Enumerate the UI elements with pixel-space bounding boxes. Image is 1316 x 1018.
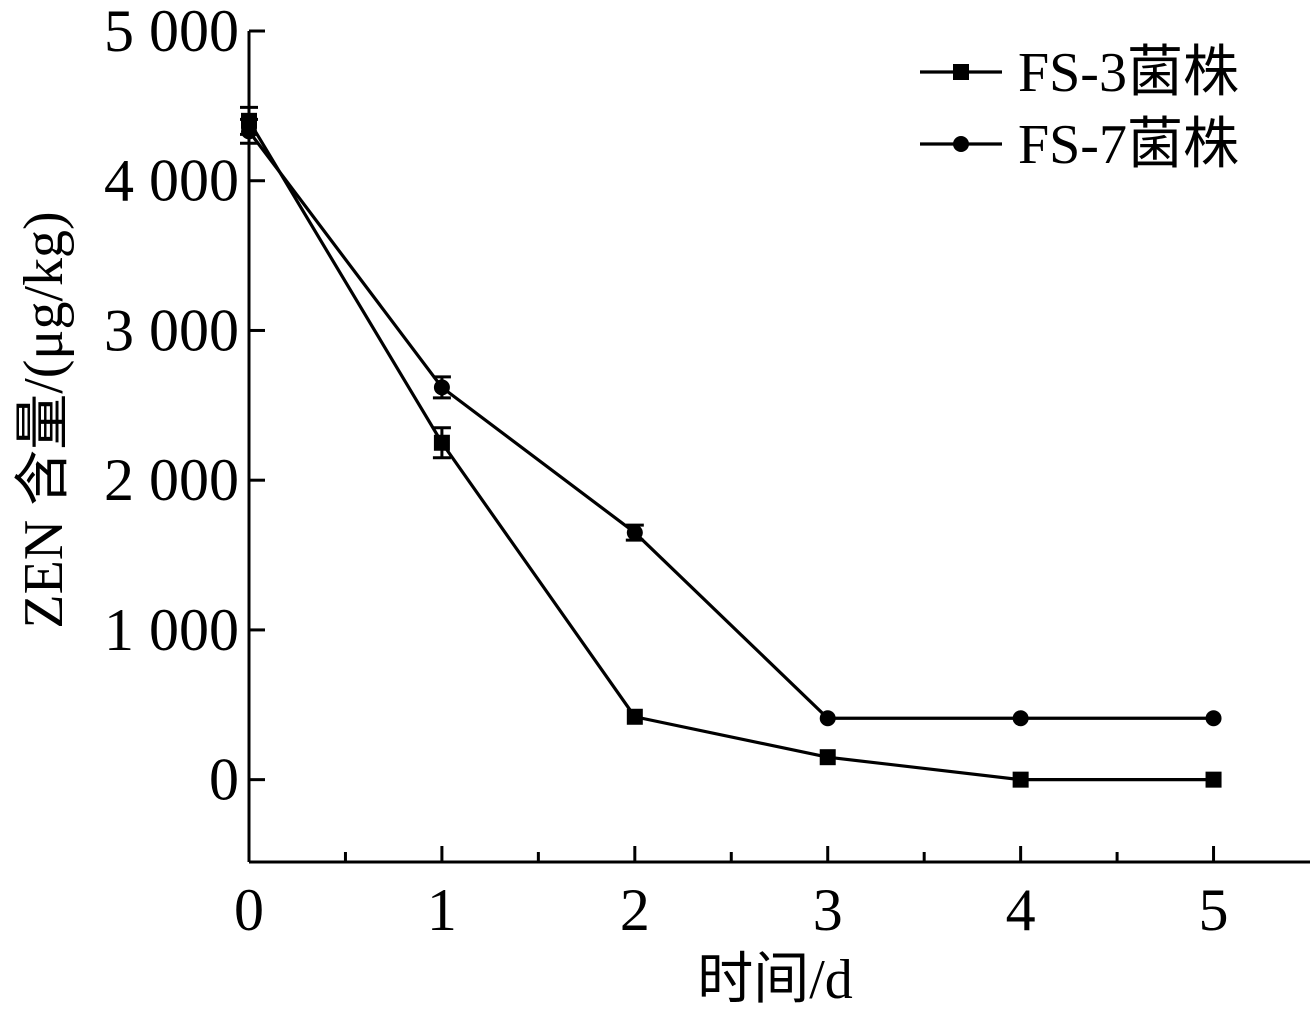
series-line xyxy=(247,120,1214,782)
y-tick-label: 4 000 xyxy=(104,148,239,214)
x-tick-label: 1 xyxy=(427,877,457,943)
x-axis-title: 时间/d xyxy=(697,949,853,1011)
x-tick-label: 0 xyxy=(234,877,264,943)
x-tick-label: 3 xyxy=(813,877,843,943)
data-point xyxy=(1205,710,1222,727)
y-tick-label: 2 000 xyxy=(104,447,239,513)
legend-label: FS-3菌株 xyxy=(1018,42,1239,104)
legend-marker xyxy=(953,64,969,80)
x-tick-label: 4 xyxy=(1006,877,1036,943)
plot-area xyxy=(240,105,1222,788)
legend-label: FS-7菌株 xyxy=(1018,114,1239,176)
data-point xyxy=(626,708,643,725)
series-2 xyxy=(240,117,1222,727)
x-tick-label: 2 xyxy=(620,877,650,943)
y-tick-label: 5 000 xyxy=(104,0,239,64)
series-line xyxy=(247,130,1214,720)
y-tick-label: 3 000 xyxy=(104,297,239,363)
data-point xyxy=(433,379,450,396)
axes: 0 1 000 2 000 3 000 4 000 5 000 0 1 2 3 4 5 xyxy=(104,0,1310,943)
legend: FS-3菌株 FS-7菌株 xyxy=(920,42,1239,176)
data-point xyxy=(1012,710,1029,727)
data-point xyxy=(241,123,257,140)
data-point xyxy=(1205,771,1222,788)
y-axis-title: ZEN 含量/(μg/kg) xyxy=(13,211,75,628)
data-point xyxy=(433,434,450,451)
y-tick-label: 0 xyxy=(209,747,239,813)
y-tick-label: 1 000 xyxy=(104,597,239,663)
legend-item-1: FS-3菌株 xyxy=(920,42,1239,104)
data-point xyxy=(819,749,836,766)
data-point xyxy=(626,524,643,541)
data-point xyxy=(819,710,836,727)
series-1 xyxy=(240,105,1222,788)
data-point xyxy=(1012,771,1029,788)
legend-marker xyxy=(953,136,969,152)
legend-item-2: FS-7菌株 xyxy=(920,114,1239,176)
x-tick-label: 5 xyxy=(1199,877,1229,943)
